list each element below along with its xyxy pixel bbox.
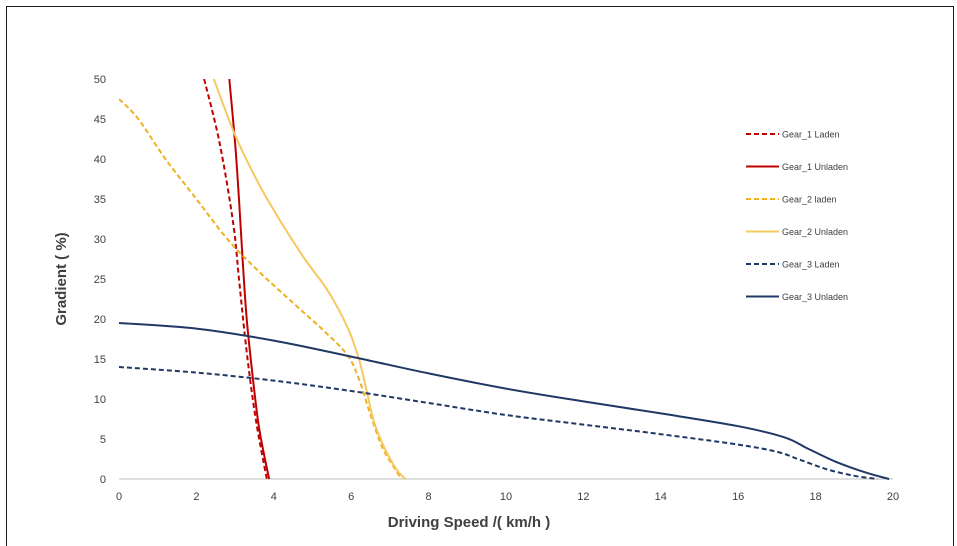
x-tick-label: 16: [732, 491, 744, 503]
x-tick-label: 20: [887, 491, 899, 503]
x-tick-label: 0: [116, 491, 122, 503]
x-tick-label: 18: [809, 491, 821, 503]
y-tick-label: 30: [94, 234, 106, 246]
legend-label: Gear_3 Laden: [782, 260, 840, 270]
y-tick-label: 20: [94, 314, 106, 326]
x-tick-label: 8: [426, 491, 432, 503]
y-axis-title: Gradient ( %): [53, 232, 70, 325]
chart-frame: [6, 6, 954, 546]
legend-label: Gear_2 laden: [782, 195, 837, 205]
legend: Gear_1 Laden Gear_1 Unladen Gear_2 laden Ge…: [746, 130, 848, 302]
legend-label: Gear_1 Unladen: [782, 162, 848, 172]
x-tick-label: 12: [577, 491, 589, 503]
y-tick-label: 25: [94, 274, 106, 286]
series-line-gear-1-unladen: [228, 79, 271, 480]
legend-label: Gear_2 Unladen: [782, 227, 848, 237]
y-tick-label: 15: [94, 354, 106, 366]
x-tick-label: 2: [193, 491, 199, 503]
legend-label: Gear_3 Unladen: [782, 292, 848, 302]
y-tick-label: 40: [94, 154, 106, 166]
series-line-gear-3-unladen: [119, 322, 890, 480]
series-line-gear-1-laden: [203, 79, 268, 480]
x-tick-label: 4: [271, 491, 277, 503]
series-line-gear-3-laden: [119, 366, 878, 480]
series-line-gear-2-unladen: [212, 79, 407, 480]
y-tick-label: 5: [100, 434, 106, 446]
x-axis-title: Driving Speed /( km/h ): [388, 514, 551, 531]
x-tick-labels: 0 2 4 6 8 10 12 14 16 18 20: [116, 491, 899, 503]
y-tick-label: 10: [94, 394, 106, 406]
legend-label: Gear_1 Laden: [782, 130, 840, 140]
series-lines: [119, 79, 890, 480]
y-tick-label: 0: [100, 474, 106, 486]
y-tick-labels: 0 5 10 15 20 25 30 35 40 45 50: [94, 74, 106, 486]
x-tick-label: 10: [500, 491, 512, 503]
series-line-gear-2-laden: [119, 98, 403, 480]
y-tick-label: 45: [94, 114, 106, 126]
x-tick-label: 6: [348, 491, 354, 503]
x-tick-label: 14: [655, 491, 667, 503]
y-tick-label: 35: [94, 194, 106, 206]
y-tick-label: 50: [94, 74, 106, 86]
